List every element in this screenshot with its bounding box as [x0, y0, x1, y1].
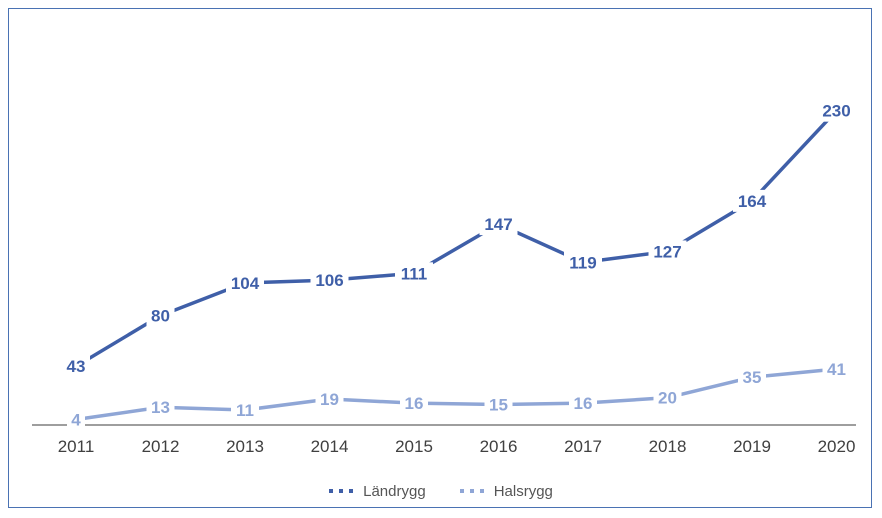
x-tick-label: 2020 [818, 437, 856, 456]
legend-swatch-landrygg [329, 489, 356, 493]
data-label: 35 [743, 368, 762, 387]
data-label: 19 [320, 390, 339, 409]
x-tick-label: 2015 [395, 437, 433, 456]
legend-label-landrygg: Ländrygg [363, 482, 426, 500]
data-label: 41 [827, 360, 846, 379]
data-label-bg [653, 386, 682, 409]
data-label: 16 [574, 394, 593, 413]
data-label: 106 [315, 271, 343, 290]
data-label: 111 [401, 264, 428, 283]
x-tick-label: 2013 [226, 437, 264, 456]
data-label-bg [400, 392, 428, 415]
data-label: 4 [71, 411, 81, 430]
data-label-bg [226, 271, 264, 294]
legend-item-landrygg: Ländrygg [329, 483, 426, 500]
data-label-bg [62, 355, 90, 378]
data-label-bg [146, 396, 175, 419]
data-label-bg [564, 251, 602, 274]
legend: Ländrygg Halsrygg [0, 480, 882, 502]
data-label: 119 [569, 253, 596, 272]
data-label: 43 [67, 357, 86, 376]
data-label: 20 [658, 389, 677, 408]
x-tick-label: 2012 [142, 437, 180, 456]
series-line-0 [74, 108, 839, 368]
data-label: 147 [484, 215, 512, 234]
data-label-bg [315, 388, 344, 411]
data-label-bg [733, 189, 771, 212]
x-tick-label: 2017 [564, 437, 602, 456]
data-label-bg [484, 393, 513, 416]
data-label: 13 [151, 398, 170, 417]
legend-label-halsrygg: Halsrygg [493, 482, 553, 500]
x-tick-label: 2011 [58, 437, 95, 456]
data-label: 164 [738, 192, 767, 211]
data-label-bg [569, 392, 597, 415]
data-label: 16 [405, 394, 424, 413]
data-label-bg [648, 240, 687, 263]
data-label-bg [817, 99, 856, 122]
x-tick-label: 2018 [649, 437, 687, 456]
x-tick-label: 2019 [733, 437, 771, 456]
data-label-bg [738, 366, 766, 389]
data-label-bg [146, 304, 175, 327]
data-label-bg [231, 398, 259, 421]
data-label: 230 [822, 102, 850, 121]
data-label-bg [67, 408, 85, 431]
series-line-1 [74, 367, 839, 422]
x-tick-label: 2016 [480, 437, 518, 456]
data-label: 80 [151, 307, 170, 326]
legend-swatch-halsrygg [459, 489, 486, 493]
data-label-bg [310, 269, 349, 292]
data-label: 11 [236, 401, 254, 420]
data-label-bg [479, 213, 518, 236]
legend-item-halsrygg: Halsrygg [459, 482, 553, 500]
data-label: 15 [489, 396, 508, 415]
data-label-bg [395, 262, 433, 285]
data-label: 127 [653, 242, 681, 261]
x-tick-label: 2014 [311, 437, 349, 456]
data-label: 104 [231, 274, 260, 293]
data-label-bg [822, 357, 851, 380]
